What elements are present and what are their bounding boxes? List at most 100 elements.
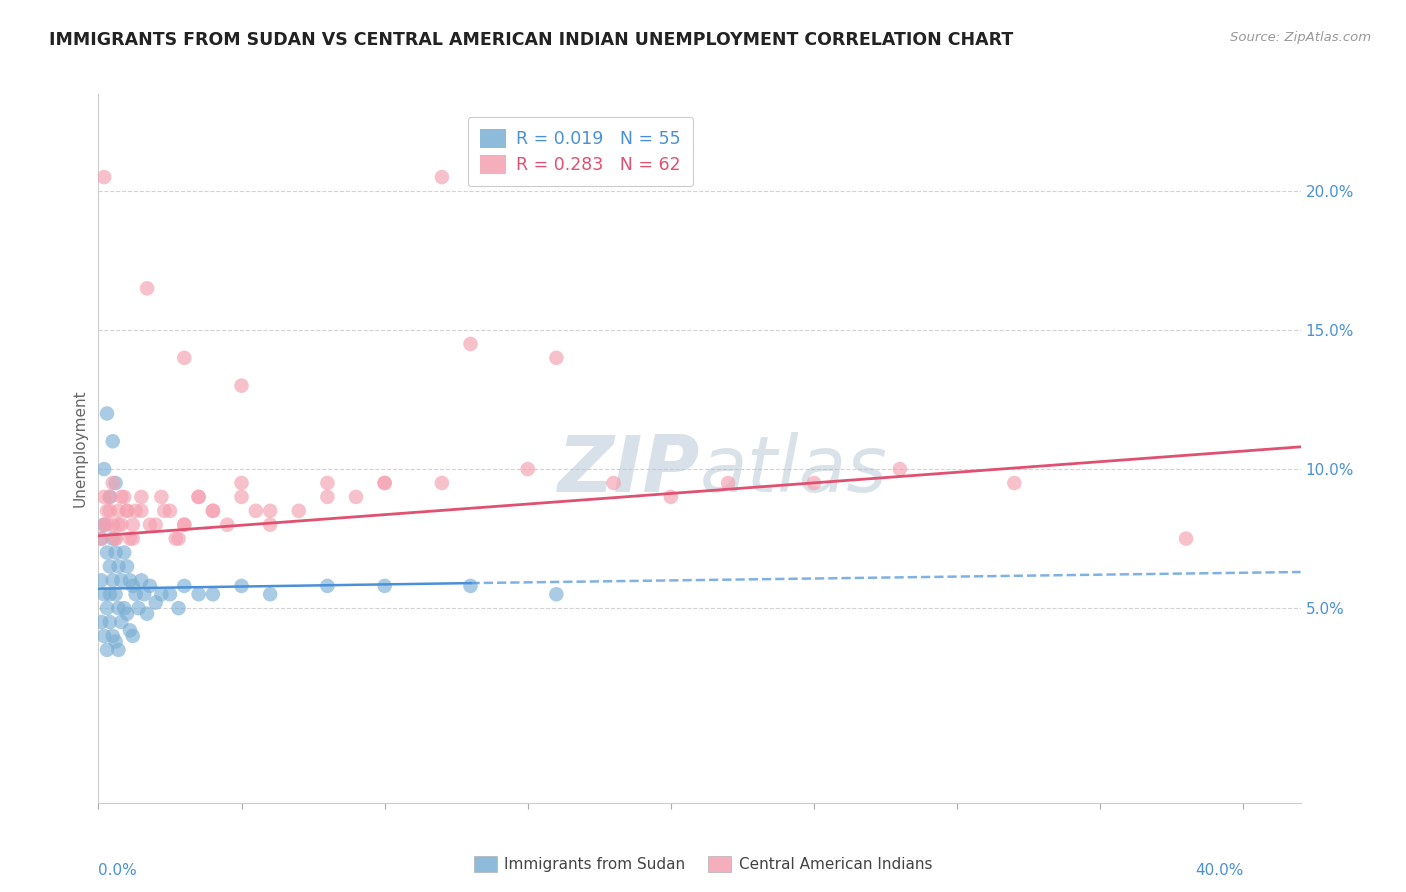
Point	[101, 434, 124, 449]
Point	[145, 596, 167, 610]
Point	[93, 629, 115, 643]
Point	[316, 475, 339, 490]
Point	[104, 545, 127, 559]
Point	[96, 545, 118, 559]
Point	[131, 490, 153, 504]
Point	[173, 579, 195, 593]
Point	[153, 504, 176, 518]
Point	[717, 475, 740, 490]
Point	[259, 587, 281, 601]
Point	[96, 504, 118, 518]
Text: ZIP: ZIP	[557, 432, 700, 508]
Point	[145, 517, 167, 532]
Point	[430, 170, 453, 185]
Point	[1002, 475, 1025, 490]
Point	[93, 517, 115, 532]
Point	[344, 490, 367, 504]
Point	[96, 407, 118, 421]
Point	[96, 601, 118, 615]
Point	[104, 475, 127, 490]
Point	[546, 587, 568, 601]
Point	[430, 475, 453, 490]
Text: 0.0%: 0.0%	[98, 863, 138, 878]
Point	[115, 559, 138, 574]
Point	[201, 587, 224, 601]
Point	[121, 579, 143, 593]
Point	[104, 634, 127, 648]
Point	[98, 615, 121, 629]
Point	[165, 532, 187, 546]
Point	[187, 490, 209, 504]
Point	[101, 574, 124, 588]
Point	[101, 517, 124, 532]
Point	[245, 504, 267, 518]
Point	[90, 532, 112, 546]
Point	[231, 475, 253, 490]
Point	[217, 517, 239, 532]
Point	[460, 337, 482, 351]
Point	[460, 579, 482, 593]
Point	[121, 517, 143, 532]
Point	[121, 532, 143, 546]
Point	[150, 490, 173, 504]
Point	[101, 629, 124, 643]
Point	[374, 475, 396, 490]
Legend: R = 0.019   N = 55, R = 0.283   N = 62: R = 0.019 N = 55, R = 0.283 N = 62	[468, 117, 693, 186]
Point	[118, 624, 141, 638]
Point	[110, 615, 132, 629]
Text: 40.0%: 40.0%	[1195, 863, 1243, 878]
Point	[136, 607, 159, 621]
Point	[659, 170, 682, 185]
Point	[201, 504, 224, 518]
Point	[316, 579, 339, 593]
Point	[288, 504, 311, 518]
Point	[115, 504, 138, 518]
Point	[374, 579, 396, 593]
Point	[150, 587, 173, 601]
Point	[107, 559, 129, 574]
Legend: Immigrants from Sudan, Central American Indians: Immigrants from Sudan, Central American …	[465, 848, 941, 880]
Point	[93, 517, 115, 532]
Point	[159, 504, 181, 518]
Point	[107, 517, 129, 532]
Point	[110, 490, 132, 504]
Point	[121, 629, 143, 643]
Point	[259, 517, 281, 532]
Point	[96, 517, 118, 532]
Point	[173, 351, 195, 365]
Point	[173, 517, 195, 532]
Point	[98, 490, 121, 504]
Point	[104, 587, 127, 601]
Point	[803, 475, 825, 490]
Point	[98, 490, 121, 504]
Point	[101, 475, 124, 490]
Point	[112, 601, 135, 615]
Point	[546, 351, 568, 365]
Point	[131, 574, 153, 588]
Point	[374, 475, 396, 490]
Point	[159, 587, 181, 601]
Point	[98, 559, 121, 574]
Point	[139, 579, 162, 593]
Point	[107, 504, 129, 518]
Text: Source: ZipAtlas.com: Source: ZipAtlas.com	[1230, 31, 1371, 45]
Point	[187, 587, 209, 601]
Point	[118, 574, 141, 588]
Point	[231, 378, 253, 392]
Point	[187, 490, 209, 504]
Point	[131, 504, 153, 518]
Point	[167, 601, 190, 615]
Point	[110, 517, 132, 532]
Text: IMMIGRANTS FROM SUDAN VS CENTRAL AMERICAN INDIAN UNEMPLOYMENT CORRELATION CHART: IMMIGRANTS FROM SUDAN VS CENTRAL AMERICA…	[49, 31, 1014, 49]
Text: atlas: atlas	[700, 432, 887, 508]
Point	[1175, 532, 1198, 546]
Point	[98, 587, 121, 601]
Point	[128, 601, 150, 615]
Point	[112, 545, 135, 559]
Point	[602, 475, 624, 490]
Point	[93, 170, 115, 185]
Point	[104, 532, 127, 546]
Point	[889, 462, 911, 476]
Point	[124, 587, 146, 601]
Point	[136, 281, 159, 295]
